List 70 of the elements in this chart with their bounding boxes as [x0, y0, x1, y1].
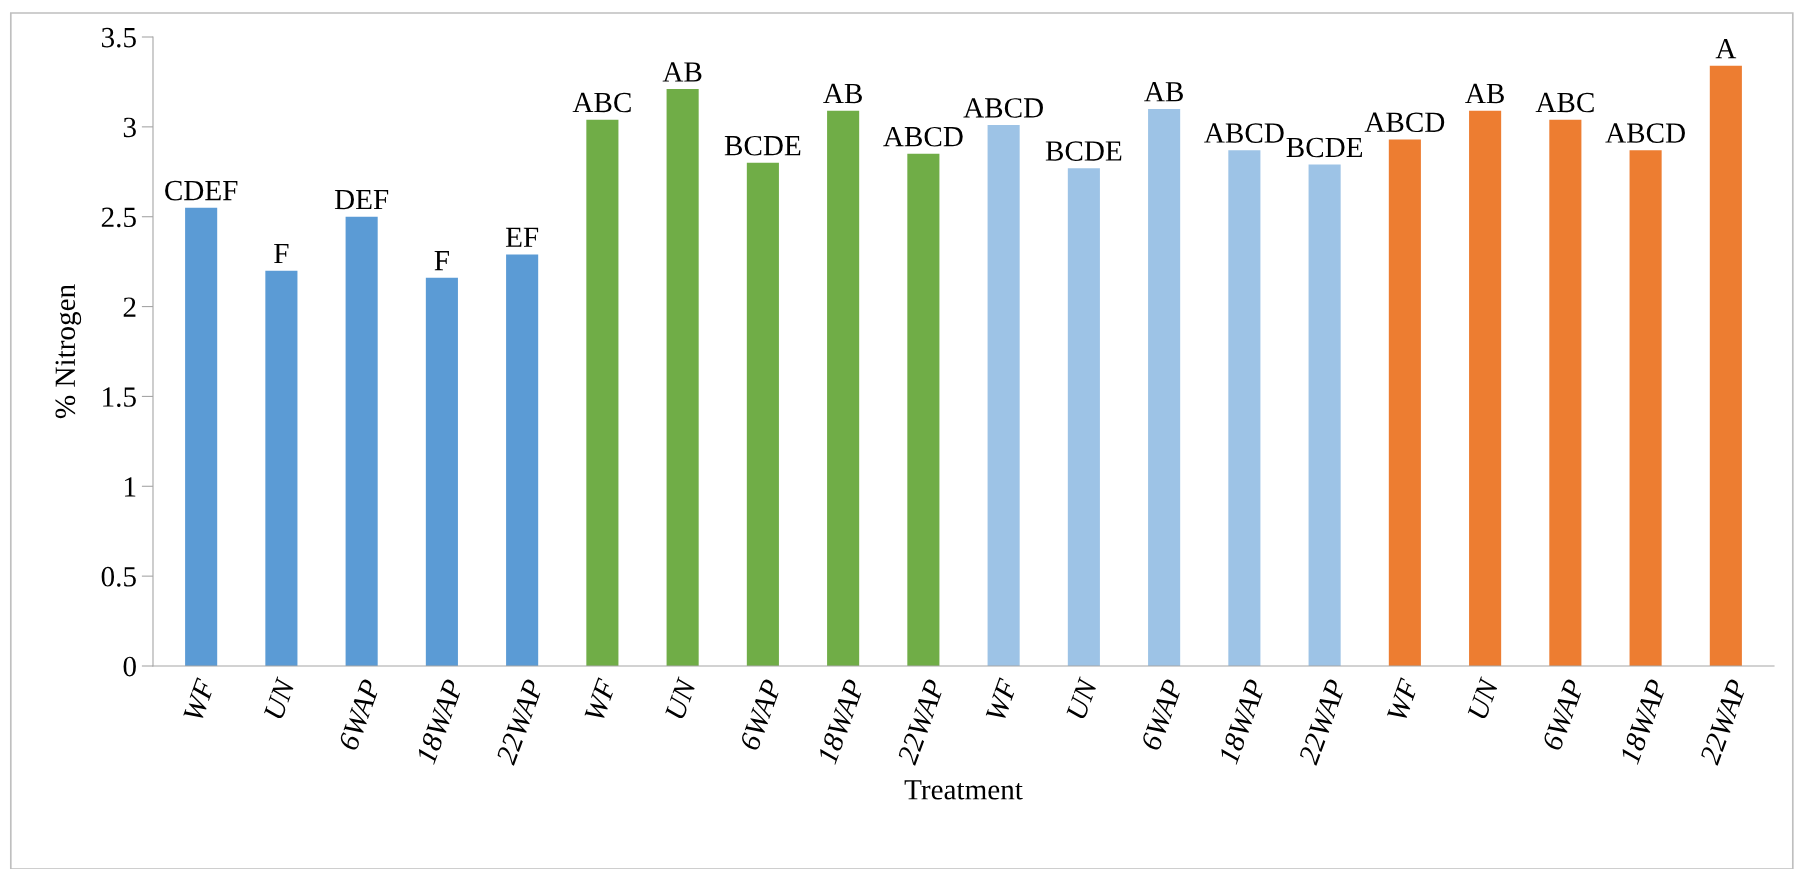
bar [1549, 119, 1582, 666]
x-tick-label: 18WAP [415, 678, 464, 766]
data-label: ABC [1535, 92, 1594, 113]
x-tick-label: UN [665, 676, 697, 720]
bar [506, 254, 539, 666]
bar [1629, 150, 1662, 666]
bar [425, 277, 458, 666]
data-label: BCDE [724, 135, 801, 156]
data-label: ABCD [1605, 123, 1685, 143]
x-tick-label: WF [1386, 677, 1420, 722]
y-tick-label: 0.5 [101, 566, 136, 587]
bar [1469, 110, 1502, 666]
data-label: ABCD [1204, 123, 1284, 143]
data-label: BCDE [1045, 141, 1122, 161]
bar [586, 119, 619, 666]
data-label: A [1715, 38, 1737, 59]
data-label: DEF [334, 190, 389, 210]
y-tick-label: 1 [125, 477, 136, 497]
data-label: ABCD [963, 98, 1043, 118]
bar [1067, 168, 1100, 666]
y-tick-label: 2.5 [101, 207, 136, 228]
data-label: EF [505, 227, 539, 247]
bar [265, 270, 298, 666]
y-tick-label: 3.5 [101, 27, 136, 48]
bar [185, 207, 218, 666]
data-label: AB [1465, 83, 1504, 104]
x-tick-label: 22WAP [1298, 678, 1347, 766]
data-label: AB [662, 62, 702, 82]
x-tick-label: 18WAP [1218, 678, 1267, 766]
data-label: ABC [572, 92, 631, 113]
bar [907, 153, 940, 666]
data-label: ABCD [883, 126, 963, 147]
x-tick-label: 6WAP [338, 678, 381, 752]
bar [827, 110, 860, 666]
bar [1709, 65, 1742, 666]
data-label: F [274, 243, 289, 264]
bar [1308, 164, 1341, 666]
bar [987, 125, 1020, 666]
x-tick-label: 22WAP [1699, 678, 1748, 766]
x-axis-title: Treatment [904, 780, 1023, 800]
x-tick-label: 6WAP [739, 678, 783, 752]
bar [746, 162, 779, 666]
x-tick-label: UN [1467, 676, 1500, 720]
bar [1228, 150, 1261, 666]
x-tick-label: 18WAP [1619, 678, 1668, 766]
x-tick-label: UN [264, 676, 296, 720]
x-tick-label: 6WAP [1541, 678, 1585, 752]
data-label: BCDE [1286, 137, 1363, 158]
bar [666, 89, 699, 666]
y-tick-label: 3 [123, 117, 136, 138]
data-label: ABCD [1364, 112, 1445, 133]
y-tick-label: 0 [123, 656, 136, 677]
data-label: AB [823, 83, 862, 104]
bar [1148, 108, 1181, 666]
data-label: CDEF [165, 180, 238, 201]
x-tick-label: WF [985, 677, 1018, 722]
data-label: AB [1144, 82, 1183, 102]
y-tick-label: 1.5 [103, 387, 136, 407]
x-tick-label: 22WAP [896, 678, 946, 766]
data-label: F [434, 251, 449, 271]
x-tick-label: 22WAP [495, 678, 544, 766]
x-tick-label: 18WAP [816, 678, 865, 766]
bar [345, 216, 378, 666]
y-tick-label: 2 [123, 297, 136, 317]
bar [1388, 139, 1421, 666]
x-tick-label: WF [584, 677, 617, 722]
x-tick-label: WF [183, 677, 216, 722]
x-tick-label: UN [1066, 676, 1099, 720]
x-tick-label: 6WAP [1140, 678, 1184, 752]
y-axis-title: % Nitrogen [55, 284, 82, 419]
